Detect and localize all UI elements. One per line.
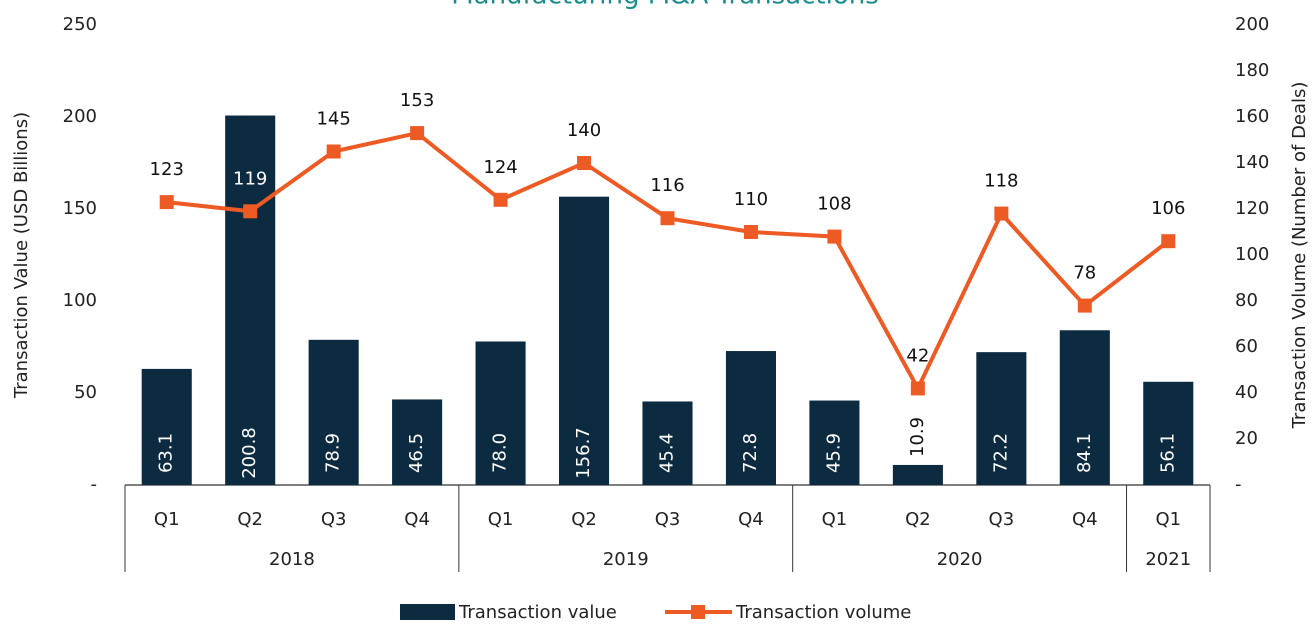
line-marker: [994, 206, 1009, 221]
y2-axis-label: Transaction Volume (Number of Deals): [1289, 82, 1310, 430]
bar-value-label: 84.1: [1074, 433, 1095, 473]
group-label: 2018: [269, 549, 315, 570]
y-axis-label: Transaction Value (USD Billions): [11, 112, 32, 399]
x-tick-label: Q2: [905, 509, 931, 530]
y2-tick-label: 140: [1235, 152, 1269, 173]
line-marker: [1161, 234, 1176, 249]
bar: [725, 351, 776, 485]
line-value-label: 42: [906, 345, 929, 366]
legend-label: Transaction value: [458, 602, 617, 623]
legend-swatch: [691, 605, 705, 619]
x-tick-label: Q4: [738, 509, 764, 530]
y2-tick-label: 80: [1235, 290, 1258, 311]
line-value-label: 140: [567, 120, 601, 141]
line-marker: [910, 381, 925, 396]
line-value-label: 106: [1151, 198, 1185, 219]
line-marker: [660, 211, 675, 226]
line-value-label: 124: [483, 157, 517, 178]
y2-tick-label: 200: [1235, 14, 1269, 35]
line-marker: [326, 144, 341, 159]
bar-value-label: 10.9: [907, 417, 928, 457]
bar-value-label: 45.9: [823, 433, 844, 473]
x-tick-label: Q3: [321, 509, 347, 530]
y-tick-label: 150: [63, 198, 97, 219]
group-label: 2019: [603, 549, 649, 570]
x-tick-label: Q4: [1072, 509, 1098, 530]
line-value-label: 153: [400, 90, 434, 111]
line-marker: [827, 229, 842, 244]
line-value-label: 116: [650, 175, 684, 196]
y-tick-label: 250: [63, 14, 97, 35]
x-tick-label: Q2: [237, 509, 263, 530]
line-marker: [577, 156, 592, 170]
y-tick-label: 200: [63, 106, 97, 127]
line-marker: [410, 126, 425, 141]
bar-value-label: 78.0: [490, 433, 511, 473]
bar: [1059, 330, 1110, 485]
y-tick-label: -: [91, 474, 98, 495]
group-label: 2021: [1145, 549, 1191, 570]
line-value-label: 108: [817, 194, 851, 215]
chart-title: Manufacturing M&A Transactions: [451, 0, 879, 11]
line-value-label: 123: [150, 159, 184, 180]
bar: [892, 464, 943, 485]
group-label: 2020: [937, 549, 983, 570]
x-tick-label: Q1: [154, 509, 180, 530]
legend-label: Transaction volume: [735, 602, 911, 623]
bar: [308, 339, 359, 485]
x-tick-label: Q1: [822, 509, 848, 530]
line-value-label: 118: [984, 171, 1018, 192]
bar: [559, 196, 610, 485]
bar: [1143, 381, 1194, 485]
x-tick-label: Q4: [404, 509, 430, 530]
bar-value-label: 156.7: [573, 427, 594, 479]
bar: [809, 400, 860, 485]
bar: [475, 341, 526, 485]
y2-tick-label: 100: [1235, 244, 1269, 265]
bar-value-label: 78.9: [323, 433, 344, 473]
x-tick-label: Q3: [989, 509, 1015, 530]
bar-value-label: 63.1: [156, 433, 177, 473]
x-tick-label: Q3: [655, 509, 681, 530]
line-marker: [159, 195, 174, 210]
line-value-label: 110: [734, 189, 768, 210]
y2-tick-label: -: [1235, 474, 1242, 495]
y2-tick-label: 20: [1235, 428, 1258, 449]
bar-value-label: 72.2: [990, 433, 1011, 473]
y2-tick-label: 60: [1235, 336, 1258, 357]
line-value-label: 78: [1073, 263, 1096, 284]
bar-value-label: 46.5: [406, 433, 427, 473]
y-tick-label: 100: [63, 290, 97, 311]
bar: [141, 368, 192, 485]
line-marker: [1077, 298, 1092, 313]
y2-tick-label: 40: [1235, 382, 1258, 403]
x-tick-label: Q1: [1155, 509, 1181, 530]
line-value-label: 119: [233, 168, 267, 189]
bar: [976, 352, 1027, 485]
x-tick-label: Q1: [488, 509, 514, 530]
bar-value-label: 56.1: [1157, 433, 1178, 473]
bar-value-label: 72.8: [740, 433, 761, 473]
line-marker: [243, 204, 258, 219]
legend-swatch: [400, 604, 455, 620]
bar-value-label: 45.4: [657, 433, 678, 473]
y-tick-label: 50: [74, 382, 97, 403]
bar: [225, 115, 276, 485]
bar: [392, 399, 443, 485]
x-tick-label: Q2: [571, 509, 597, 530]
line-value-label: 145: [316, 109, 350, 130]
line-marker: [493, 192, 508, 207]
y2-tick-label: 120: [1235, 198, 1269, 219]
y2-tick-label: 160: [1235, 106, 1269, 127]
y2-tick-label: 180: [1235, 60, 1269, 81]
line-marker: [743, 225, 758, 239]
bar-value-label: 200.8: [239, 427, 260, 479]
bar: [642, 401, 693, 485]
